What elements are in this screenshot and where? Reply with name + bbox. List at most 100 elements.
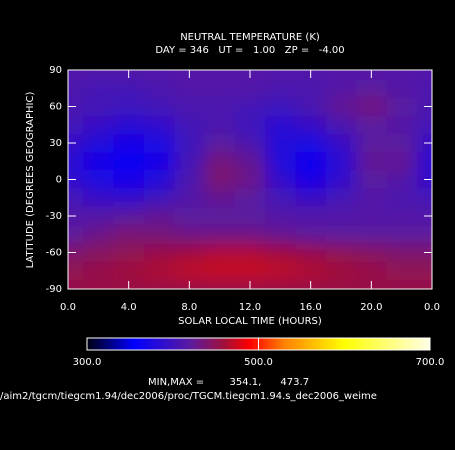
x-tick-label: 0.0 [424,302,440,313]
cell [113,225,145,244]
cell [356,79,387,98]
cell [234,152,266,171]
colorbar-tick-label: 700.0 [416,357,445,368]
cell [234,206,266,226]
cell [386,115,418,135]
y-tick-label: 0 [56,175,62,186]
cell [265,243,296,263]
cell [386,170,418,190]
cell [325,170,357,190]
cell [295,79,327,98]
cell [265,152,296,171]
cell [416,188,432,208]
cell [234,243,266,263]
cell [83,115,114,135]
cell [174,188,205,208]
cell [68,188,84,208]
x-tick-label: 20.0 [360,302,382,313]
cell [356,261,387,281]
cell [143,225,175,244]
cell [113,115,145,135]
cell [204,188,236,208]
cell [295,152,327,171]
cell [325,152,357,171]
cell [234,79,266,98]
cell [416,225,432,244]
cell [295,133,327,153]
cell [68,225,84,244]
cell [68,152,84,171]
cell [386,79,418,98]
cell [386,152,418,171]
cell [356,152,387,171]
cell [83,170,114,190]
cell [83,133,114,153]
cell [234,225,266,244]
cell [416,115,432,135]
cell [295,115,327,135]
cell [143,70,175,80]
cell [265,188,296,208]
cell [265,206,296,226]
cell [83,97,114,117]
cell [386,133,418,153]
cell [356,206,387,226]
cell [265,225,296,244]
x-tick-label: 0.0 [60,302,76,313]
cell [204,79,236,98]
cell [174,133,205,153]
colorbar-tick-label: 300.0 [73,357,102,368]
cell [325,206,357,226]
cell [386,97,418,117]
cell [113,243,145,263]
cell [143,188,175,208]
cell [416,261,432,281]
cell [325,279,357,289]
cell [356,188,387,208]
cell [416,133,432,153]
cell [143,79,175,98]
x-axis-label: SOLAR LOCAL TIME (HOURS) [178,316,322,327]
cell [174,206,205,226]
cell [204,152,236,171]
cell [143,152,175,171]
y-tick-label: -30 [46,211,62,222]
cell [68,279,84,289]
cell [265,70,296,80]
cell [174,170,205,190]
cell [143,115,175,135]
y-axis-label: LATITUDE (DEGREES GEOGRAPHIC) [25,92,36,269]
cell [325,133,357,153]
cell [68,70,84,80]
field-clip [68,70,432,289]
cell [204,243,236,263]
cell [83,243,114,263]
cell [265,79,296,98]
cell [174,243,205,263]
cell [204,115,236,135]
x-tick-label: 4.0 [121,302,137,313]
cell [204,206,236,226]
cell [234,170,266,190]
chart-title: NEUTRAL TEMPERATURE (K) [180,32,320,43]
cell [356,97,387,117]
min-max: MIN,MAX = 354.1, 473.7 [148,377,309,388]
cell [143,261,175,281]
cell [295,243,327,263]
y-tick-label: -90 [46,284,62,295]
cell [113,152,145,171]
cell [325,188,357,208]
cell [143,279,175,289]
cell [416,206,432,226]
cell [295,188,327,208]
cell [234,115,266,135]
cell [204,70,236,80]
cell [204,170,236,190]
cell [83,70,114,80]
x-tick-label: 12.0 [239,302,261,313]
cell [113,97,145,117]
cell [68,115,84,135]
cell [295,261,327,281]
